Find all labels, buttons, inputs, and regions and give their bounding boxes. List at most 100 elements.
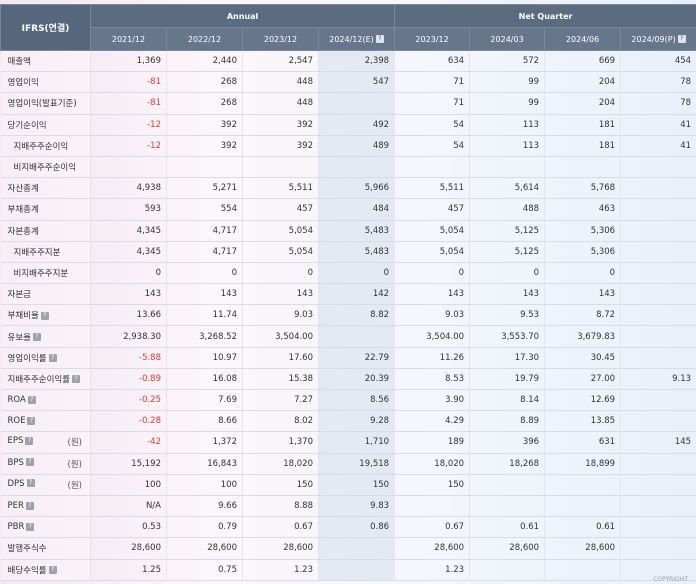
row-label: 지배주주순이익률 xyxy=(7,374,71,385)
help-icon[interactable]: ? xyxy=(25,458,34,467)
value-cell: 3,504.00 xyxy=(242,325,319,348)
row-label: DPS xyxy=(7,478,25,489)
value-cell xyxy=(544,474,622,496)
help-icon[interactable]: ? xyxy=(72,375,81,384)
value-cell: -42 xyxy=(90,431,167,454)
help-icon[interactable]: ? xyxy=(27,416,36,425)
value-cell: 0.53 xyxy=(90,516,167,539)
row-label-cell: 유보율? xyxy=(0,325,91,348)
value-cell: 28,600 xyxy=(242,537,319,560)
row-label: 비지배주주순이익 xyxy=(13,163,77,174)
value-cell xyxy=(620,537,696,560)
value-cell xyxy=(544,559,622,581)
row-label: 지배주주순이익 xyxy=(13,141,69,152)
value-cell xyxy=(620,325,696,348)
help-icon[interactable]: ? xyxy=(25,501,34,510)
value-cell: 3,553.70 xyxy=(469,325,546,348)
help-icon[interactable]: ? xyxy=(48,354,57,363)
value-cell: 54 xyxy=(394,114,471,136)
value-cell xyxy=(318,559,396,581)
table-row: PBR? 0.53 0.79 0.67 0.86 0.67 0.61 0.61 xyxy=(0,516,696,539)
value-cell: 143 xyxy=(544,283,622,306)
table-row: 비지배주주지분 0 0 0 0 0 0 0 xyxy=(0,262,696,285)
value-cell: 28,600 xyxy=(544,537,622,560)
row-label-cell: 부채비율? xyxy=(0,304,91,327)
info-icon[interactable]: ? xyxy=(375,35,384,43)
table-row: 당기순이익 -12 392 392 492 54 113 181 41 xyxy=(0,114,696,136)
value-cell: 20.39 xyxy=(318,368,396,391)
info-icon[interactable]: ? xyxy=(677,35,686,43)
value-cell: 30.45 xyxy=(544,347,622,369)
help-icon[interactable]: ? xyxy=(26,522,35,531)
help-icon[interactable]: ? xyxy=(40,311,49,320)
value-cell: 150 xyxy=(242,474,319,496)
value-cell: 631 xyxy=(544,431,622,454)
value-cell: 5,306 xyxy=(544,241,622,263)
value-cell: -12 xyxy=(90,135,167,157)
help-icon[interactable]: ? xyxy=(32,333,41,342)
row-label: PBR xyxy=(7,522,25,533)
table-row: 영업이익 -81 268 448 547 71 99 204 78 xyxy=(0,71,696,94)
value-cell: 204 xyxy=(544,71,622,94)
row-label-cell: 영업이익 xyxy=(0,71,91,94)
row-label: EPS xyxy=(7,436,24,447)
value-cell: 9.28 xyxy=(318,410,396,433)
value-cell xyxy=(620,241,696,263)
value-cell: 41 xyxy=(620,135,696,157)
value-cell: 28,600 xyxy=(90,537,167,560)
value-cell: 1,369 xyxy=(90,50,167,73)
value-cell xyxy=(469,495,546,518)
value-cell: 0.61 xyxy=(469,516,546,539)
period-label: 2022/12 xyxy=(187,34,222,44)
value-cell: 78 xyxy=(620,92,696,115)
value-cell: 150 xyxy=(394,474,471,496)
value-cell: 3,504.00 xyxy=(394,325,471,348)
value-cell: -5.88 xyxy=(90,347,167,369)
value-cell xyxy=(620,389,696,412)
help-icon[interactable]: ? xyxy=(26,479,35,488)
value-cell: 3,268.52 xyxy=(166,325,243,348)
value-cell: -0.89 xyxy=(90,368,167,391)
value-cell: 9.83 xyxy=(318,495,396,518)
value-cell: 0 xyxy=(242,262,319,285)
help-icon[interactable]: ? xyxy=(25,436,34,445)
help-icon[interactable]: ? xyxy=(27,395,36,404)
row-label: BPS xyxy=(7,457,24,468)
row-label-cell: 영업이익률? xyxy=(0,347,91,369)
value-cell: 8.53 xyxy=(394,368,471,391)
value-cell: 1,710 xyxy=(318,431,396,454)
row-label: 발행주식수 xyxy=(7,544,47,555)
period-header: 2024/06 xyxy=(544,27,622,51)
value-cell: 204 xyxy=(544,92,622,115)
value-cell xyxy=(620,198,696,221)
value-cell xyxy=(318,156,396,179)
value-cell: 142 xyxy=(318,283,396,306)
table-row: BPS? (원) 15,192 16,843 18,020 19,518 18,020 18,… xyxy=(0,453,696,475)
value-cell: 19,518 xyxy=(318,453,396,475)
value-cell: -81 xyxy=(90,92,167,115)
table-row: 영업이익률? -5.88 10.97 17.60 22.79 11.26 17.30 30.4… xyxy=(0,347,696,369)
value-cell: 8.66 xyxy=(166,410,243,433)
value-cell: 1.23 xyxy=(394,559,471,581)
value-cell: N/A xyxy=(90,495,167,518)
value-cell xyxy=(318,325,396,348)
row-label-cell: ROE? xyxy=(0,410,91,433)
value-cell: 457 xyxy=(242,198,319,221)
value-cell: 28,600 xyxy=(469,537,546,560)
row-label-cell: EPS? (원) xyxy=(0,431,91,454)
value-cell: 12.69 xyxy=(544,389,622,412)
value-cell: 489 xyxy=(318,135,396,157)
table-row: 발행주식수 28,600 28,600 28,600 28,600 28,600 28,60… xyxy=(0,537,696,560)
value-cell xyxy=(620,156,696,179)
quarter-group-header: Net Quarter xyxy=(394,4,696,28)
row-label-cell: 지배주주지분 xyxy=(0,241,91,263)
value-cell: 9.03 xyxy=(242,304,319,327)
table-row: 유보율? 2,938.30 3,268.52 3,504.00 3,504.00 3,55… xyxy=(0,325,696,348)
value-cell xyxy=(469,559,546,581)
value-cell: 189 xyxy=(394,431,471,454)
help-icon[interactable]: ? xyxy=(48,566,57,575)
value-cell: 15,192 xyxy=(90,453,167,475)
value-cell: 448 xyxy=(242,71,319,94)
row-label: 비지배주주지분 xyxy=(13,268,69,279)
row-unit: (원) xyxy=(67,438,82,449)
